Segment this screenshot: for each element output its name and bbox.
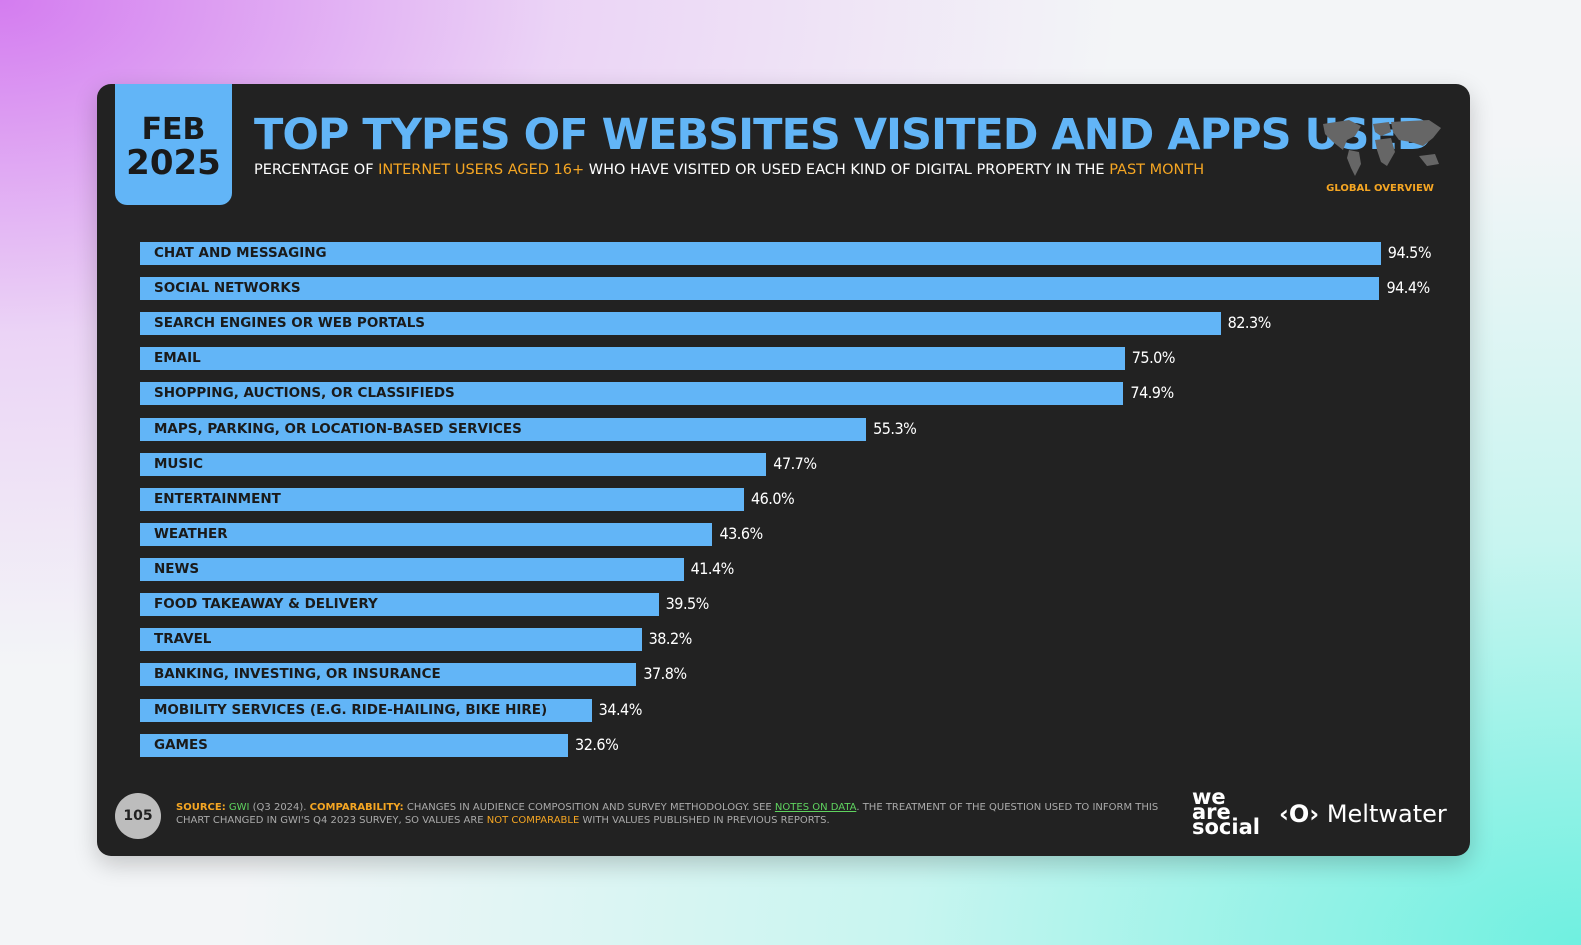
subtitle: PERCENTAGE OF INTERNET USERS AGED 16+ WH… bbox=[254, 162, 1204, 178]
source-part: NOT COMPARABLE bbox=[486, 815, 580, 826]
value-label: 34.4% bbox=[598, 699, 643, 719]
bar bbox=[140, 733, 569, 757]
bar bbox=[140, 698, 592, 722]
value-label: 55.3% bbox=[873, 418, 917, 438]
value-label: 82.3% bbox=[1227, 313, 1272, 333]
value-label: 38.2% bbox=[648, 629, 693, 649]
value-label: 43.6% bbox=[719, 523, 763, 543]
year: 2025 bbox=[126, 143, 221, 183]
subtitle-part: WHO HAVE VISITED OR USED EACH KIND OF DI… bbox=[584, 162, 1110, 178]
bar bbox=[140, 558, 684, 582]
category-label: SHOPPING, AUCTIONS, OR CLASSIFIEDS bbox=[154, 385, 455, 402]
source-part: SOURCE: bbox=[176, 802, 226, 813]
bar bbox=[140, 347, 1125, 371]
category-label: CHAT AND MESSAGING bbox=[154, 245, 327, 261]
meltwater-logo: ‹O› Meltwater bbox=[1279, 800, 1447, 828]
world-map-icon bbox=[1323, 120, 1441, 176]
bar bbox=[140, 593, 659, 617]
bar bbox=[140, 417, 867, 441]
subtitle-part: PAST MONTH bbox=[1109, 162, 1205, 178]
bar bbox=[140, 663, 637, 687]
bar bbox=[140, 277, 1380, 301]
category-label: GAMES bbox=[154, 736, 208, 753]
bar bbox=[140, 628, 642, 652]
category-label: NEWS bbox=[154, 561, 200, 578]
we-are-social-logo: we are social bbox=[1192, 785, 1260, 839]
value-label: 46.0% bbox=[750, 488, 795, 508]
category-label: MOBILITY SERVICES (E.G. RIDE-HAILING, BI… bbox=[154, 701, 548, 718]
value-label: 74.9% bbox=[1130, 383, 1174, 403]
subtitle-part: PERCENTAGE OF bbox=[254, 162, 379, 178]
logo-word: social bbox=[1192, 815, 1260, 839]
value-label: 41.4% bbox=[690, 559, 735, 579]
category-label: MUSIC bbox=[154, 455, 204, 472]
value-label: 94.5% bbox=[1387, 243, 1432, 262]
slide: FEB 2025 TOP TYPES OF WEBSITES VISITED A… bbox=[97, 84, 1470, 856]
value-label: 39.5% bbox=[665, 594, 710, 614]
source-part: (Q3 2024). bbox=[249, 802, 310, 813]
source-note: SOURCE: GWI (Q3 2024). COMPARABILITY: CH… bbox=[176, 801, 1166, 827]
bar bbox=[140, 452, 767, 476]
value-label: 75.0% bbox=[1131, 348, 1176, 368]
bar bbox=[140, 312, 1221, 336]
subtitle-part: INTERNET USERS AGED 16+ bbox=[378, 162, 585, 178]
category-label: TRAVEL bbox=[154, 631, 212, 648]
meltwater-icon: ‹O› bbox=[1279, 800, 1320, 828]
value-label: 37.8% bbox=[643, 664, 687, 684]
source-part: CHANGES IN AUDIENCE COMPOSITION AND SURV… bbox=[403, 802, 775, 813]
logo-word: are bbox=[1192, 800, 1231, 824]
bar bbox=[140, 487, 744, 511]
category-label: SEARCH ENGINES OR WEB PORTALS bbox=[154, 315, 426, 332]
source-part: NOTES ON DATA bbox=[774, 802, 857, 813]
category-label: MAPS, PARKING, OR LOCATION-BASED SERVICE… bbox=[154, 420, 522, 437]
value-label: 47.7% bbox=[773, 453, 817, 473]
region-label: GLOBAL OVERVIEW bbox=[1326, 183, 1434, 194]
bar bbox=[140, 242, 1381, 265]
meltwater-text: Meltwater bbox=[1326, 800, 1447, 828]
source-part: WITH VALUES PUBLISHED IN PREVIOUS REPORT… bbox=[579, 815, 830, 826]
chart-title: TOP TYPES OF WEBSITES VISITED AND APPS U… bbox=[254, 110, 1433, 160]
source-part: COMPARABILITY: bbox=[309, 802, 404, 813]
page-number: 105 bbox=[115, 793, 161, 839]
category-label: SOCIAL NETWORKS bbox=[154, 280, 301, 297]
category-label: ENTERTAINMENT bbox=[154, 490, 281, 507]
category-label: FOOD TAKEAWAY & DELIVERY bbox=[154, 596, 378, 613]
date-badge: FEB 2025 bbox=[115, 84, 232, 205]
value-label: 32.6% bbox=[575, 734, 619, 754]
category-label: WEATHER bbox=[154, 525, 228, 542]
category-label: EMAIL bbox=[154, 350, 201, 367]
source-part: GWI bbox=[225, 802, 250, 813]
source-part: . THE TREATMENT OF THE QUESTION USED TO … bbox=[176, 802, 1162, 826]
category-label: BANKING, INVESTING, OR INSURANCE bbox=[154, 666, 441, 683]
month: FEB bbox=[141, 112, 206, 147]
value-label: 94.4% bbox=[1386, 278, 1430, 298]
logo-word: we bbox=[1192, 785, 1226, 809]
bar bbox=[140, 382, 1124, 406]
bar bbox=[140, 522, 713, 546]
